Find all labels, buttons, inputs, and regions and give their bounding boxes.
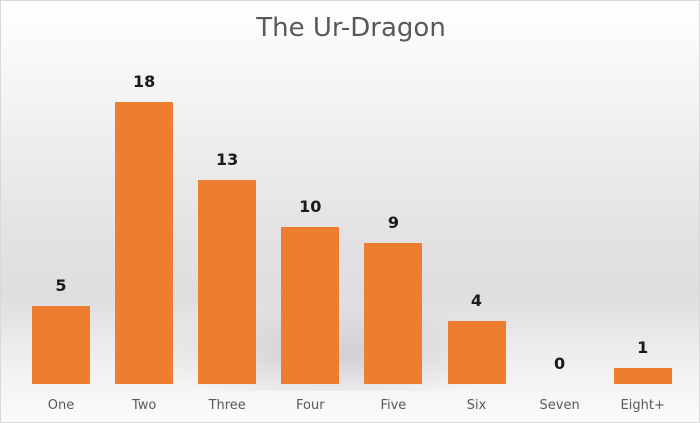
bar-five bbox=[364, 243, 423, 384]
data-label: 5 bbox=[55, 276, 67, 295]
category-label: One bbox=[47, 398, 75, 413]
category-label: Seven bbox=[539, 398, 580, 413]
category-label: Eight+ bbox=[620, 398, 665, 413]
data-label: 13 bbox=[216, 150, 239, 169]
data-label: 1 bbox=[637, 338, 649, 357]
category-label: Four bbox=[296, 398, 325, 413]
bar-six bbox=[447, 321, 506, 384]
category-label: Five bbox=[380, 398, 407, 413]
data-label: 10 bbox=[299, 197, 322, 216]
data-label: 18 bbox=[132, 72, 156, 91]
data-label: 4 bbox=[470, 291, 483, 310]
category-label: Six bbox=[466, 398, 487, 413]
category-label: Two bbox=[131, 398, 157, 413]
chart-title: The Ur-Dragon bbox=[256, 13, 446, 43]
category-label: Three bbox=[208, 398, 246, 413]
data-label: 0 bbox=[554, 354, 566, 373]
data-label: 9 bbox=[387, 213, 399, 232]
bar-four bbox=[281, 227, 340, 384]
bar-two bbox=[115, 102, 174, 384]
bar-three bbox=[198, 180, 257, 384]
bar-eight bbox=[613, 368, 672, 384]
bar-one bbox=[32, 306, 90, 384]
